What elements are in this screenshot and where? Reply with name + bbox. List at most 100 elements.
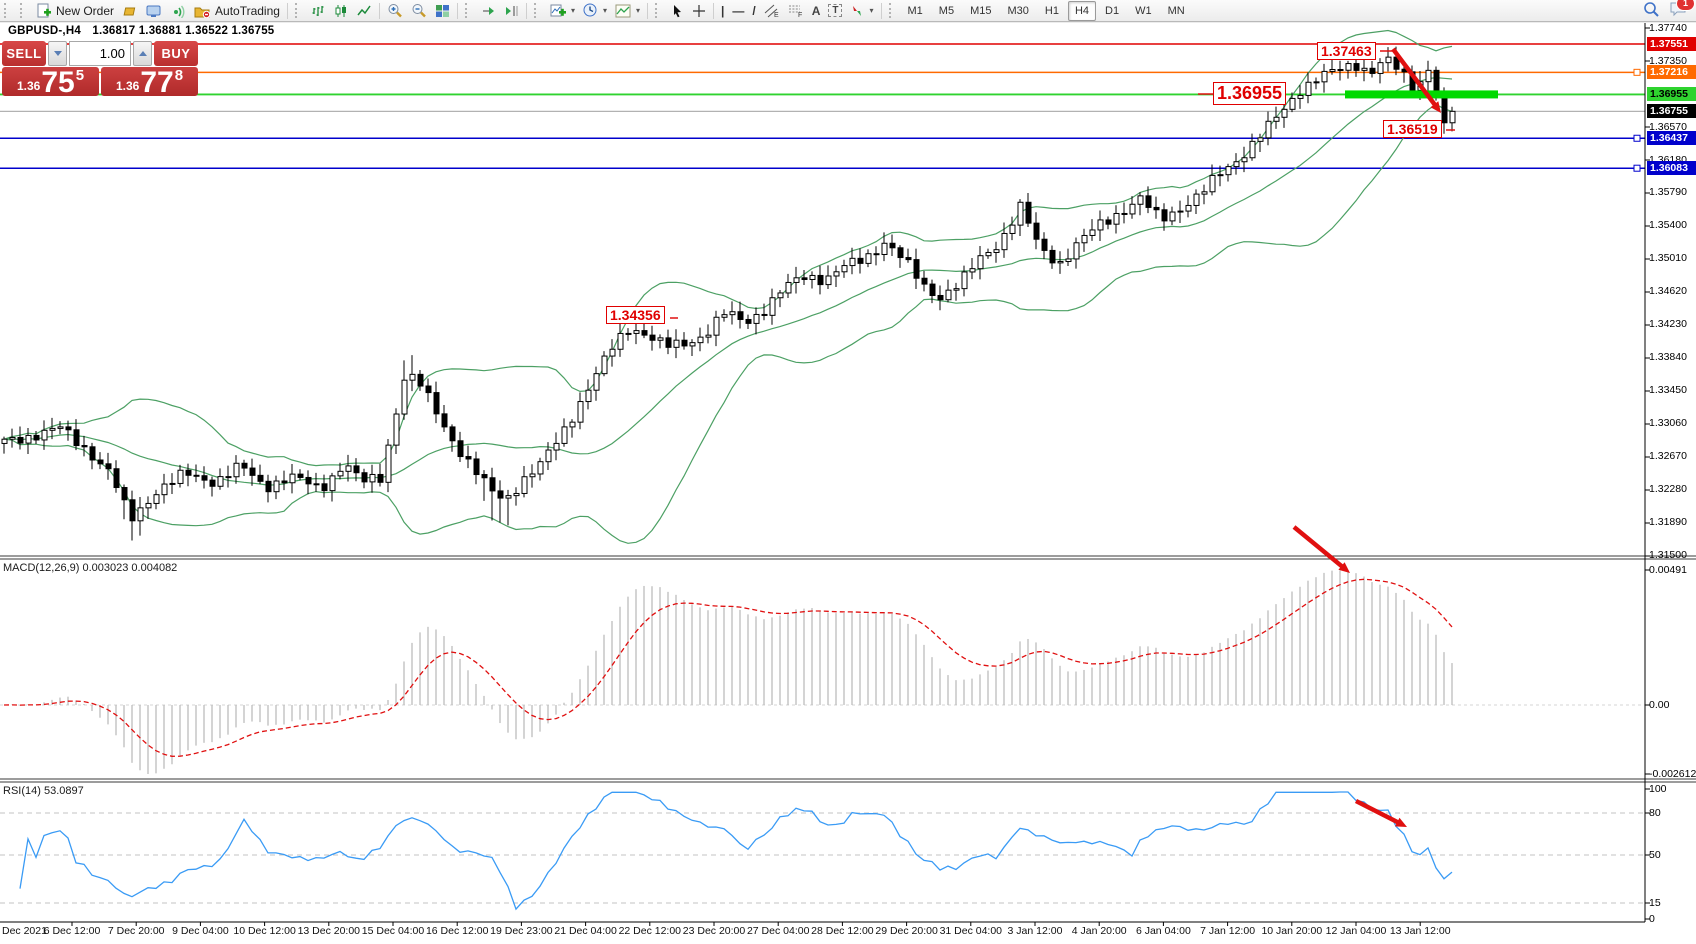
- price-tick-label: 1.31890: [1649, 516, 1687, 529]
- date-tick-label: 3 Jan 12:00: [1007, 925, 1063, 937]
- trendline-tool[interactable]: /: [752, 3, 756, 18]
- price-level-badge: 1.37216: [1647, 65, 1696, 80]
- indicator-axis-label: 50: [1649, 848, 1661, 861]
- timeframe-button-m30[interactable]: M30: [1007, 4, 1029, 17]
- timeframe-button-m1[interactable]: M1: [907, 4, 923, 17]
- timeframe-button-h4[interactable]: H4: [1067, 0, 1096, 21]
- auto-scroll-button[interactable]: [477, 1, 500, 21]
- zoom-out-button[interactable]: [407, 1, 431, 21]
- search-icon: [1644, 1, 1659, 17]
- toolbar-grip[interactable]: [464, 3, 474, 18]
- autotrading-icon: [194, 7, 211, 18]
- dropdown-caret: ▾: [635, 6, 640, 15]
- rsi-line: [19, 791, 1453, 911]
- date-tick-label: Dec 2021: [2, 925, 47, 937]
- periods-button[interactable]: ▾: [579, 1, 611, 21]
- channel-tool[interactable]: E: [760, 1, 784, 21]
- cursor-tool-button[interactable]: [667, 1, 688, 21]
- price-tick-label: 1.33060: [1649, 417, 1687, 430]
- price-tick-label: 1.31500: [1649, 549, 1687, 562]
- zoom-out-icon: [412, 4, 426, 18]
- macd-signal-line: [3, 578, 1453, 757]
- fibonacci-tool[interactable]: F: [784, 1, 808, 21]
- date-tick-label: 7 Dec 20:00: [107, 925, 165, 937]
- one-click-trading-panel: SELL BUY 1.36 75 5 1.36 77 8: [2, 41, 198, 99]
- timeframe-button-h1[interactable]: H1: [1044, 4, 1059, 17]
- timeframe-button-w1[interactable]: W1: [1135, 4, 1152, 17]
- svg-text:F: F: [798, 12, 802, 18]
- macd-values: 0.003023 0.004082: [82, 562, 178, 574]
- price-annotation-box[interactable]: 1.36519: [1383, 120, 1442, 139]
- price-tick-label: 1.34230: [1649, 318, 1687, 331]
- chart-shift-button[interactable]: [500, 1, 523, 21]
- price-annotation-box[interactable]: 1.37463: [1317, 42, 1376, 61]
- triangle-down-icon: [53, 51, 62, 56]
- date-tick-label: 22 Dec 12:00: [618, 925, 682, 937]
- chart-shift-icon: [505, 5, 518, 16]
- terminal-button[interactable]: [142, 1, 166, 21]
- candlestick-chart-icon: [335, 4, 346, 17]
- date-tick-label: 9 Dec 04:00: [172, 925, 229, 937]
- text-label-tool[interactable]: T: [824, 1, 846, 21]
- templates-button[interactable]: ▾: [611, 1, 644, 21]
- sell-price-main: 75: [41, 66, 75, 99]
- buy-price-tile[interactable]: 1.36 77 8: [101, 67, 198, 98]
- toolbar-grip[interactable]: [533, 3, 543, 18]
- text-tool[interactable]: A: [811, 3, 821, 18]
- arrows-icon: [853, 5, 862, 16]
- toolbar-right: 1: [1643, 0, 1696, 21]
- timeframe-button-m15[interactable]: M15: [970, 4, 992, 17]
- volume-input[interactable]: [69, 41, 131, 66]
- timeframe-button-mn[interactable]: MN: [1167, 4, 1185, 17]
- indicators-button[interactable]: ▾: [546, 1, 579, 21]
- indicators-icon: [550, 4, 566, 17]
- svg-text:E: E: [774, 12, 779, 18]
- timeframe-button-m5[interactable]: M5: [938, 4, 955, 17]
- signals-button[interactable]: [166, 1, 190, 21]
- toolbar-grip[interactable]: [294, 3, 304, 18]
- arrows-tool[interactable]: ▾: [846, 1, 877, 21]
- sell-price-prefix: 1.36: [16, 79, 41, 93]
- market-watch-button[interactable]: [118, 1, 142, 21]
- timeframe-button-d1[interactable]: D1: [1105, 4, 1120, 17]
- price-tick-label: 1.36570: [1649, 120, 1687, 133]
- buy-price-pip: 8: [174, 67, 184, 84]
- buy-button[interactable]: BUY: [154, 41, 198, 66]
- tile-windows-button[interactable]: [431, 1, 454, 21]
- indicator-axis-label: 100: [1649, 782, 1667, 795]
- new-order-button[interactable]: New Order: [32, 1, 118, 21]
- notifications-button[interactable]: 1: [1670, 0, 1695, 20]
- line-chart-button[interactable]: [353, 1, 376, 21]
- notification-count-badge: 1: [1676, 0, 1695, 11]
- crosshair-tool-button[interactable]: [688, 1, 710, 21]
- bar-chart-button[interactable]: [307, 1, 330, 21]
- toolbar-grip[interactable]: [655, 3, 664, 18]
- sell-price-tile[interactable]: 1.36 75 5: [2, 66, 99, 99]
- horizontal-line-tool[interactable]: —: [732, 3, 745, 18]
- symbol-period: GBPUSD-,H4: [8, 25, 81, 37]
- rsi-value: 53.0897: [43, 785, 84, 797]
- candlestick-chart-button[interactable]: [330, 1, 353, 21]
- sell-button[interactable]: SELL: [2, 41, 46, 66]
- rsi-label: RSI(14) 53.0897: [3, 785, 84, 797]
- chart-symbol-title: GBPUSD-,H4 1.36817 1.36881 1.36522 1.367…: [8, 25, 274, 37]
- price-annotation-box[interactable]: 1.36955: [1213, 82, 1287, 105]
- volume-decrease-button[interactable]: [48, 41, 67, 66]
- vertical-line-tool[interactable]: |: [721, 3, 725, 18]
- price-tick-label: 1.37350: [1649, 54, 1687, 67]
- zoom-in-button[interactable]: [383, 1, 407, 21]
- volume-increase-button[interactable]: [133, 41, 152, 66]
- price-tick-label: 1.32280: [1649, 483, 1687, 496]
- toolbar-grip[interactable]: [888, 3, 898, 18]
- date-tick-label: 6 Jan 04:00: [1135, 925, 1191, 937]
- search-button[interactable]: [1643, 1, 1660, 21]
- price-tick-label: 1.35790: [1649, 186, 1687, 199]
- price-annotation-box[interactable]: 1.34356: [606, 306, 665, 325]
- bollinger-bands: [3, 29, 1453, 544]
- toolbar-grip[interactable]: [20, 3, 29, 18]
- autotrading-button[interactable]: AutoTrading: [190, 1, 284, 21]
- toolbar-grip[interactable]: [4, 3, 13, 18]
- tile-windows-icon: [435, 4, 449, 17]
- support-highlight-bar[interactable]: [1345, 90, 1498, 99]
